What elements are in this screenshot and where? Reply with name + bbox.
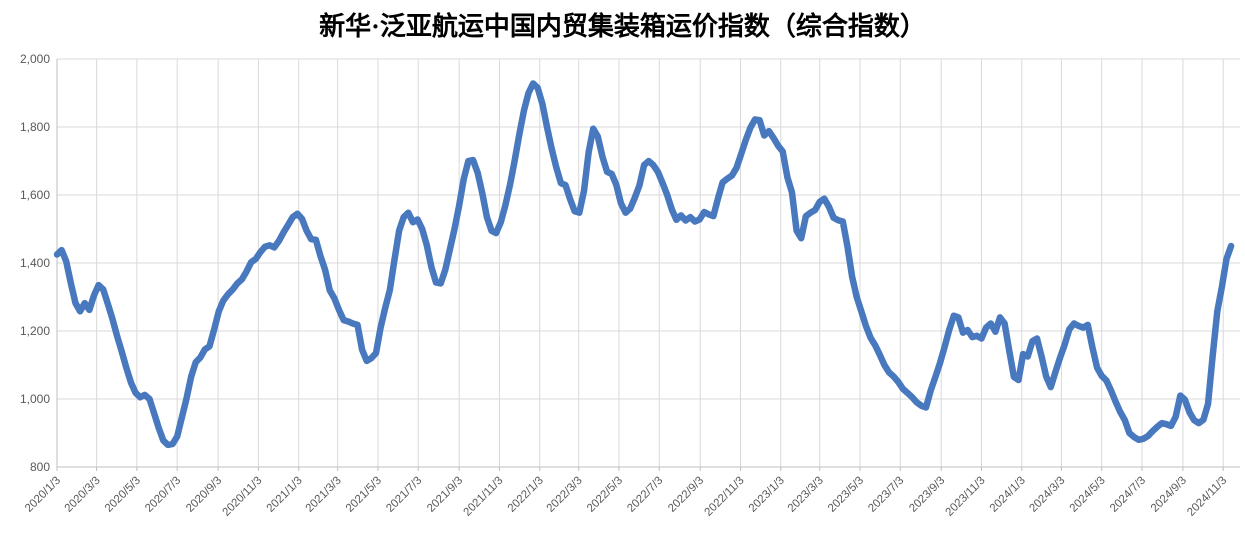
x-axis-label: 2023/9/3 [907,475,947,515]
x-axis-label: 2024/7/3 [1108,475,1148,515]
x-axis-label: 2024/3/3 [1027,475,1067,515]
x-axis-label: 2020/1/3 [23,475,63,515]
x-axis-label: 2021/11/3 [462,475,506,519]
x-axis-label: 2021/5/3 [344,475,384,515]
y-axis-label: 800 [30,460,50,474]
x-axis-label: 2024/1/3 [988,475,1028,515]
x-axis-label: 2024/9/3 [1149,475,1189,515]
x-axis-label: 2022/5/3 [585,475,625,515]
x-axis-label: 2023/3/3 [786,475,826,515]
x-axis-label: 2020/7/3 [143,475,183,515]
x-axis-label: 2022/3/3 [545,475,585,515]
x-axis-label: 2020/11/3 [220,475,264,519]
freight-index-line [53,80,1235,449]
y-axis-label: 1,600 [20,188,50,202]
y-axis-label: 2,000 [20,52,50,66]
x-axis-label: 2020/5/3 [103,475,143,515]
y-axis-label: 1,800 [20,120,50,134]
x-axis-label: 2023/1/3 [747,475,787,515]
x-axis-label: 2024/5/3 [1068,475,1108,515]
x-axis-label: 2022/9/3 [666,475,706,515]
x-axis-label: 2022/11/3 [703,475,747,519]
x-axis-label: 2024/11/3 [1185,475,1229,519]
x-axis-label: 2023/7/3 [866,475,906,515]
x-axis-label: 2020/3/3 [63,475,103,515]
x-axis-label: 2021/1/3 [265,475,305,515]
x-axis-label: 2023/11/3 [944,475,988,519]
chart-title: 新华·泛亚航运中国内贸集装箱运价指数（综合指数） [319,12,926,41]
x-axis-label: 2020/9/3 [184,475,224,515]
x-axis-label: 2021/7/3 [384,475,424,515]
x-axis-label: 2021/3/3 [304,475,344,515]
y-axis-label: 1,400 [20,256,50,270]
x-axis-label: 2023/5/3 [826,475,866,515]
y-axis-label: 1,200 [20,324,50,338]
x-axis-label: 2022/7/3 [625,475,665,515]
x-axis-label: 2021/9/3 [425,475,465,515]
x-axis-label: 2022/1/3 [506,475,546,515]
y-axis-label: 1,000 [20,392,50,406]
